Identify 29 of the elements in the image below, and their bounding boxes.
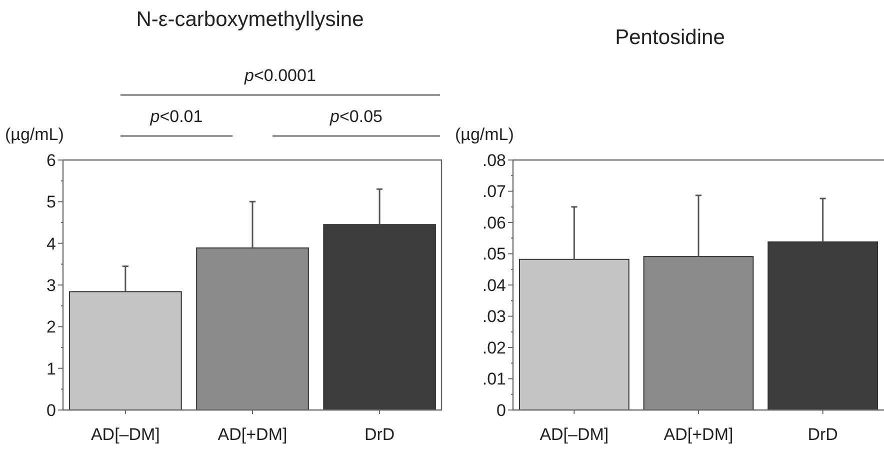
y-axis-title: (µg/mL) bbox=[455, 125, 514, 144]
y-tick-label: 3 bbox=[46, 276, 56, 295]
x-tick-label: DrD bbox=[364, 425, 395, 444]
y-tick-label: .01 bbox=[482, 370, 506, 389]
text: p<0.05 bbox=[329, 107, 382, 126]
y-tick-label: .08 bbox=[482, 150, 506, 170]
y-tick-label: .03 bbox=[482, 307, 506, 326]
text: p<0.0001 bbox=[244, 66, 316, 85]
y-axis-title: (µg/mL) bbox=[5, 125, 64, 144]
y-tick-label: .07 bbox=[482, 182, 506, 202]
y-tick-label: .05 bbox=[482, 244, 506, 264]
x-tick-label: AD[+DM] bbox=[664, 425, 734, 444]
x-tick-label: DrD bbox=[808, 425, 838, 444]
y-tick-label: 6 bbox=[46, 150, 56, 170]
y-tick-label: .02 bbox=[482, 338, 506, 358]
y-tick-label: .04 bbox=[482, 276, 506, 295]
chart-title: Pentosidine bbox=[615, 26, 725, 49]
y-tick-label: .06 bbox=[482, 213, 506, 232]
y-tick-label: 0 bbox=[46, 400, 56, 420]
y-tick-label: 5 bbox=[46, 192, 56, 212]
y-tick-label: 4 bbox=[46, 234, 56, 254]
x-tick-label: AD[–DM] bbox=[540, 425, 609, 444]
y-tick-label: 1 bbox=[46, 359, 56, 378]
text: p<0.01 bbox=[149, 107, 203, 126]
chart-title: N-ε-carboxymethyllysine bbox=[136, 8, 364, 31]
x-tick-label: AD[+DM] bbox=[218, 425, 288, 444]
y-tick-label: 0 bbox=[496, 400, 506, 420]
x-tick-label: AD[–DM] bbox=[90, 425, 160, 444]
y-tick-label: 2 bbox=[46, 318, 56, 337]
